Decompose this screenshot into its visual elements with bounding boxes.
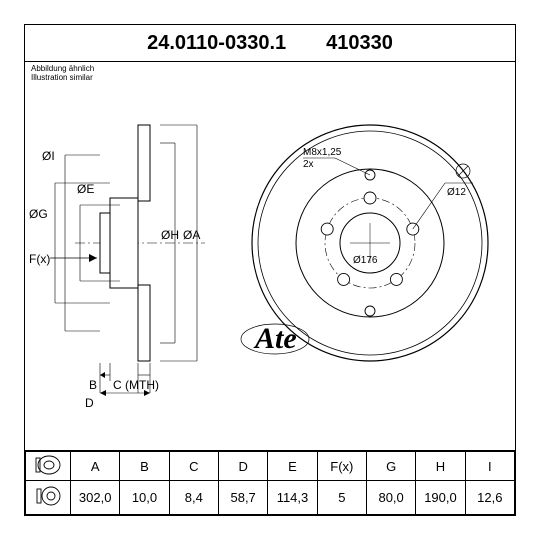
col-E: E [268, 452, 317, 481]
alt-number: 410330 [326, 32, 393, 55]
val-B: 10,0 [120, 481, 169, 515]
val-A: 302,0 [71, 481, 120, 515]
disc-small-icon [34, 484, 62, 508]
col-A: A [71, 452, 120, 481]
label-center-dia: Ø176 [353, 255, 378, 266]
disc-icon [33, 454, 63, 476]
col-H: H [416, 452, 465, 481]
col-D: D [218, 452, 267, 481]
icon-header [26, 452, 71, 481]
label-G: ØG [29, 207, 48, 221]
diagram-area: ØI ØG ØE ØH [25, 63, 515, 381]
label-E: ØE [77, 182, 94, 196]
val-E: 114,3 [268, 481, 317, 515]
val-F: 5 [317, 481, 366, 515]
face-view: M8x1,25 2x Ø12 Ø176 Ate [241, 125, 488, 361]
label-D: D [85, 396, 94, 410]
side-view: ØI ØG ØE ØH [29, 125, 205, 410]
label-bolt: Ø12 [447, 187, 466, 198]
label-A: ØA [183, 228, 200, 242]
header-bar: 24.0110-0330.1 410330 [25, 25, 515, 62]
val-D: 58,7 [218, 481, 267, 515]
val-H: 190,0 [416, 481, 465, 515]
col-I: I [465, 452, 514, 481]
dimension-table: A B C D E F(x) G H I [25, 450, 515, 515]
val-G: 80,0 [366, 481, 415, 515]
label-thread-qty: 2x [303, 159, 314, 170]
label-I: ØI [42, 149, 55, 163]
val-C: 8,4 [169, 481, 218, 515]
icon-cell [26, 481, 71, 515]
label-H: ØH [161, 228, 179, 242]
label-B: B [89, 378, 97, 392]
label-Fx: F(x) [29, 252, 50, 266]
val-I: 12,6 [465, 481, 514, 515]
col-C: C [169, 452, 218, 481]
col-B: B [120, 452, 169, 481]
drawing-frame: 24.0110-0330.1 410330 Abbildung ähnlich … [24, 24, 516, 516]
col-F: F(x) [317, 452, 366, 481]
part-number: 24.0110-0330.1 [147, 32, 286, 55]
label-thread: M8x1,25 [303, 147, 342, 158]
technical-drawing: ØI ØG ØE ØH [25, 63, 515, 423]
col-G: G [366, 452, 415, 481]
brand-logo: Ate [253, 322, 297, 355]
label-C: C (MTH) [113, 378, 159, 392]
